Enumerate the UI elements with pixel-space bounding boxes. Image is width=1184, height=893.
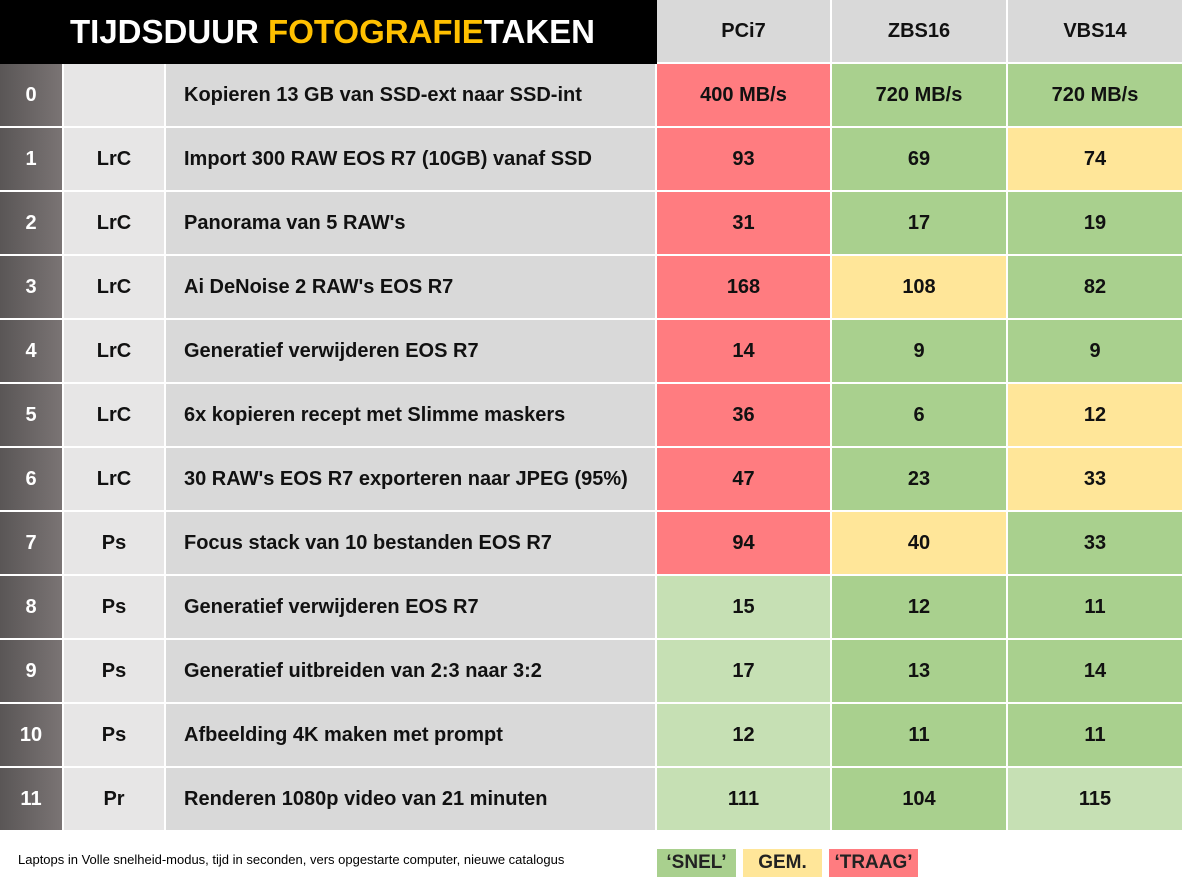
value-cell: 13 <box>832 640 1008 704</box>
value-cell: 94 <box>657 512 832 576</box>
task: Generatief verwijderen EOS R7 <box>166 320 657 384</box>
task: Import 300 RAW EOS R7 (10GB) vanaf SSD <box>166 128 657 192</box>
row-index: 11 <box>0 768 64 832</box>
legend-item: ‘TRAAG’ <box>829 849 918 877</box>
value-cell: 115 <box>1008 768 1184 832</box>
value-cell: 12 <box>1008 384 1184 448</box>
legend-item: GEM. <box>743 849 822 877</box>
app: LrC <box>64 256 166 320</box>
row-index: 7 <box>0 512 64 576</box>
value-cell: 9 <box>832 320 1008 384</box>
title: TIJDSDUUR FOTOGRAFIE TAKEN <box>0 0 657 64</box>
app <box>64 64 166 128</box>
value-cell: 31 <box>657 192 832 256</box>
app: LrC <box>64 192 166 256</box>
task: Panorama van 5 RAW's <box>166 192 657 256</box>
row-index: 6 <box>0 448 64 512</box>
row-index: 5 <box>0 384 64 448</box>
app: LrC <box>64 128 166 192</box>
value-cell: 14 <box>657 320 832 384</box>
task: Focus stack van 10 bestanden EOS R7 <box>166 512 657 576</box>
value-cell: 74 <box>1008 128 1184 192</box>
value-cell: 11 <box>1008 576 1184 640</box>
column-header: PCi7 <box>657 0 832 64</box>
row-index: 10 <box>0 704 64 768</box>
app: Ps <box>64 704 166 768</box>
value-cell: 104 <box>832 768 1008 832</box>
row-index: 4 <box>0 320 64 384</box>
title-part: TIJDSDUUR <box>70 13 269 50</box>
value-cell: 33 <box>1008 512 1184 576</box>
title-part: TAKEN <box>483 13 595 50</box>
app: LrC <box>64 448 166 512</box>
task: Kopieren 13 GB van SSD-ext naar SSD-int <box>166 64 657 128</box>
task: Renderen 1080p video van 21 minuten <box>166 768 657 832</box>
value-cell: 36 <box>657 384 832 448</box>
task: Generatief uitbreiden van 2:3 naar 3:2 <box>166 640 657 704</box>
column-header: ZBS16 <box>832 0 1008 64</box>
app: LrC <box>64 320 166 384</box>
value-cell: 17 <box>832 192 1008 256</box>
task: Ai DeNoise 2 RAW's EOS R7 <box>166 256 657 320</box>
task: 6x kopieren recept met Slimme maskers <box>166 384 657 448</box>
legend-item: ‘SNEL’ <box>657 849 736 877</box>
footnote: Laptops in Volle snelheid-modus, tijd in… <box>18 852 565 867</box>
value-cell: 69 <box>832 128 1008 192</box>
value-cell: 6 <box>832 384 1008 448</box>
task: Afbeelding 4K maken met prompt <box>166 704 657 768</box>
value-cell: 12 <box>832 576 1008 640</box>
value-cell: 12 <box>657 704 832 768</box>
value-cell: 47 <box>657 448 832 512</box>
value-cell: 111 <box>657 768 832 832</box>
app: Ps <box>64 640 166 704</box>
value-cell: 40 <box>832 512 1008 576</box>
title-highlight: FOTOGRAFIE <box>268 13 484 50</box>
value-cell: 9 <box>1008 320 1184 384</box>
value-cell: 23 <box>832 448 1008 512</box>
value-cell: 93 <box>657 128 832 192</box>
value-cell: 17 <box>657 640 832 704</box>
value-cell: 33 <box>1008 448 1184 512</box>
row-index: 1 <box>0 128 64 192</box>
task: 30 RAW's EOS R7 exporteren naar JPEG (95… <box>166 448 657 512</box>
app: Pr <box>64 768 166 832</box>
row-index: 9 <box>0 640 64 704</box>
row-index: 0 <box>0 64 64 128</box>
row-index: 3 <box>0 256 64 320</box>
row-index: 8 <box>0 576 64 640</box>
row-index: 2 <box>0 192 64 256</box>
value-cell: 720 MB/s <box>1008 64 1184 128</box>
value-cell: 720 MB/s <box>832 64 1008 128</box>
value-cell: 11 <box>832 704 1008 768</box>
value-cell: 19 <box>1008 192 1184 256</box>
value-cell: 82 <box>1008 256 1184 320</box>
value-cell: 14 <box>1008 640 1184 704</box>
column-header: VBS14 <box>1008 0 1184 64</box>
task: Generatief verwijderen EOS R7 <box>166 576 657 640</box>
value-cell: 15 <box>657 576 832 640</box>
value-cell: 11 <box>1008 704 1184 768</box>
value-cell: 400 MB/s <box>657 64 832 128</box>
app: Ps <box>64 576 166 640</box>
app: Ps <box>64 512 166 576</box>
value-cell: 108 <box>832 256 1008 320</box>
app: LrC <box>64 384 166 448</box>
value-cell: 168 <box>657 256 832 320</box>
